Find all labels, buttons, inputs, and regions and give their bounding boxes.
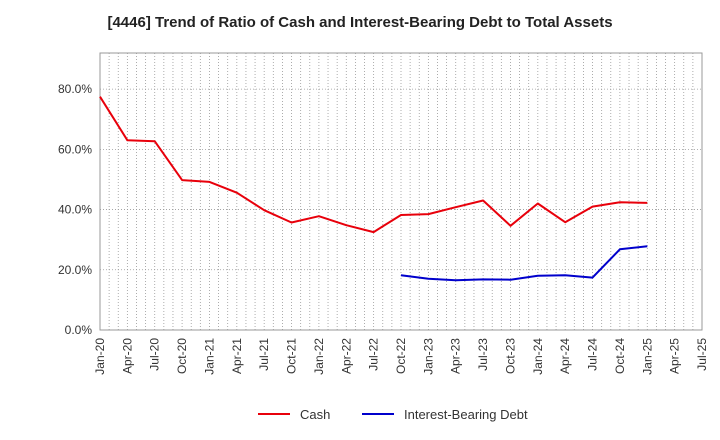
y-tick-label: 80.0% (58, 82, 92, 96)
chart-title: [4446] Trend of Ratio of Cash and Intere… (107, 14, 613, 31)
x-tick-label: Jul-25 (695, 338, 709, 371)
x-tick-label: Jul-21 (257, 338, 271, 371)
series-line-interest-bearing-debt (400, 245, 648, 282)
x-tick-label: Oct-23 (503, 338, 517, 374)
legend-label-interest-bearing-debt: Interest-Bearing Debt (404, 407, 528, 422)
y-tick-label: 40.0% (58, 203, 92, 217)
x-tick-label: Oct-20 (175, 338, 189, 374)
x-tick-label: Jan-21 (202, 338, 216, 375)
x-tick-label: Oct-21 (285, 338, 299, 374)
x-tick-label: Jul-23 (476, 338, 490, 371)
x-tick-label: Apr-23 (449, 338, 463, 374)
x-tick-label: Jul-20 (148, 338, 162, 371)
x-tick-label: Jan-23 (421, 338, 435, 375)
x-tick-label: Jan-24 (531, 338, 545, 375)
x-tick-label: Apr-25 (668, 338, 682, 374)
x-tick-label: Apr-21 (230, 338, 244, 374)
y-tick-label: 60.0% (58, 142, 92, 156)
series-line-cash (99, 96, 648, 234)
y-tick-label: 0.0% (65, 323, 93, 337)
x-tick-label: Jan-25 (640, 338, 654, 375)
x-tick-label: Oct-22 (394, 338, 408, 374)
x-tick-label: Jan-22 (312, 338, 326, 375)
x-tick-label: Apr-22 (339, 338, 353, 374)
y-tick-label: 20.0% (58, 263, 92, 277)
x-tick-label: Jul-22 (367, 338, 381, 371)
x-tick-label: Apr-24 (558, 338, 572, 374)
x-tick-label: Apr-20 (120, 338, 134, 374)
legend-label-cash: Cash (300, 407, 330, 422)
x-tick-label: Jul-24 (586, 338, 600, 371)
x-tick-label: Jan-20 (93, 338, 107, 375)
x-tick-label: Oct-24 (613, 338, 627, 374)
